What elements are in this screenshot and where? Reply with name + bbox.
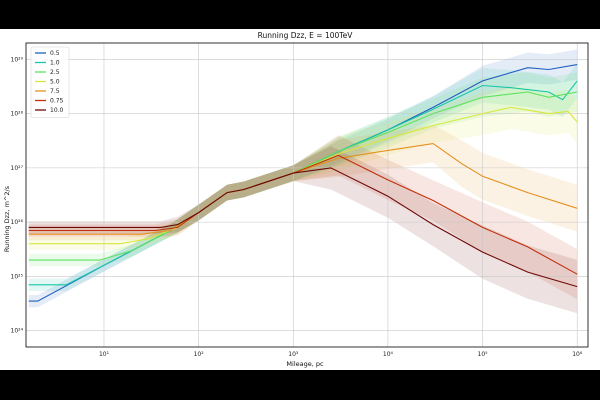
band-1.0 <box>28 63 578 292</box>
plot-frame <box>25 42 589 348</box>
legend-entry: 5.0 <box>50 79 60 86</box>
uncertainty-bands <box>28 49 578 314</box>
x-tick-label: 10⁵ <box>478 351 489 358</box>
y-tick-label: 10²⁶ <box>11 219 24 226</box>
series-lines <box>28 64 578 302</box>
legend-entry: 1.0 <box>50 60 60 67</box>
x-tick-label: 10⁴ <box>383 351 394 358</box>
band-7.5 <box>28 125 578 241</box>
x-axis-label: Mileage, pc <box>286 360 324 368</box>
legend-entry: 7.5 <box>50 88 60 95</box>
legend-entry: 10.0 <box>50 107 64 114</box>
y-axis-label: Running Dzz, m^2/s <box>3 185 11 252</box>
y-tick-label: 10²⁸ <box>11 111 24 118</box>
legend: 0.5 1.0 2.5 5.0 7.5 0.75 10.0 <box>30 46 70 118</box>
figure: 10¹ 10² 10³ 10⁴ 10⁵ 10⁶ 10²⁴ 10²⁵ 10²⁶ 10²⁷ 10²⁸ 1… <box>0 29 600 370</box>
y-tick-label: 10²⁴ <box>11 328 24 335</box>
chart-title: Running Dzz, E = 100TeV <box>258 31 354 40</box>
band-10.0 <box>28 146 578 314</box>
legend-entry: 2.5 <box>50 69 60 76</box>
legend-entry: 0.75 <box>50 98 64 105</box>
series-line-10.0 <box>28 167 578 288</box>
y-tick-label: 10²⁹ <box>11 56 24 63</box>
band-0.5 <box>28 49 578 308</box>
x-tick-label: 10¹ <box>99 351 110 358</box>
y-tick-labels: 10²⁴ 10²⁵ 10²⁶ 10²⁷ 10²⁸ 10²⁹ <box>11 56 24 334</box>
legend-entry: 0.5 <box>50 50 60 57</box>
x-tick-label: 10³ <box>288 351 299 358</box>
series-line-5.0 <box>28 106 578 245</box>
y-tick-label: 10²⁵ <box>11 273 24 280</box>
y-tick-label: 10²⁷ <box>11 165 24 172</box>
x-tick-label: 10² <box>194 351 205 358</box>
chart: 10¹ 10² 10³ 10⁴ 10⁵ 10⁶ 10²⁴10²⁵10²⁶10²⁷10²⁸1… <box>3 31 589 368</box>
x-tick-labels: 10¹ 10² 10³ 10⁴ 10⁵ 10⁶ <box>99 351 583 358</box>
x-tick-label: 10⁶ <box>572 351 583 358</box>
